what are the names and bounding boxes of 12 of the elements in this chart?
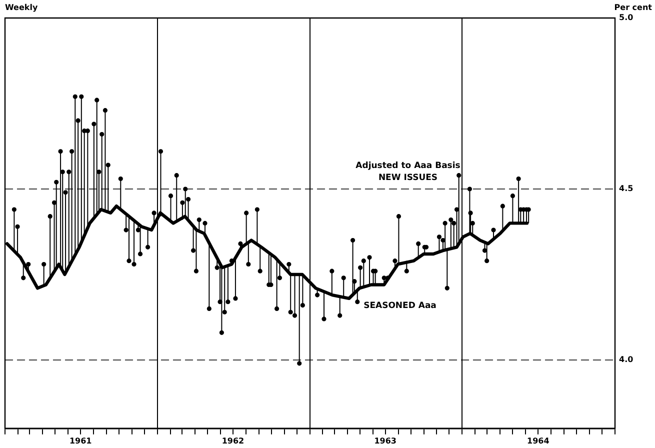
series-label: SEASONED Aaa <box>364 301 437 312</box>
x-tick-label: 1964 <box>527 436 550 446</box>
x-tick-label: 1963 <box>374 436 396 446</box>
x-tick-label: 1962 <box>222 436 244 446</box>
x-tick-label: 1961 <box>69 436 92 446</box>
y-axis-title: Per cent <box>614 3 652 12</box>
annotation: Adjusted to Aaa Basis <box>356 161 460 172</box>
text: NEW ISSUES <box>378 173 438 184</box>
y-tick-label: 5.0 <box>619 13 634 22</box>
y-tick-label: 4.0 <box>619 355 634 364</box>
y-tick-label: 4.5 <box>619 184 634 194</box>
chart-subtitle: Weekly <box>5 3 38 12</box>
